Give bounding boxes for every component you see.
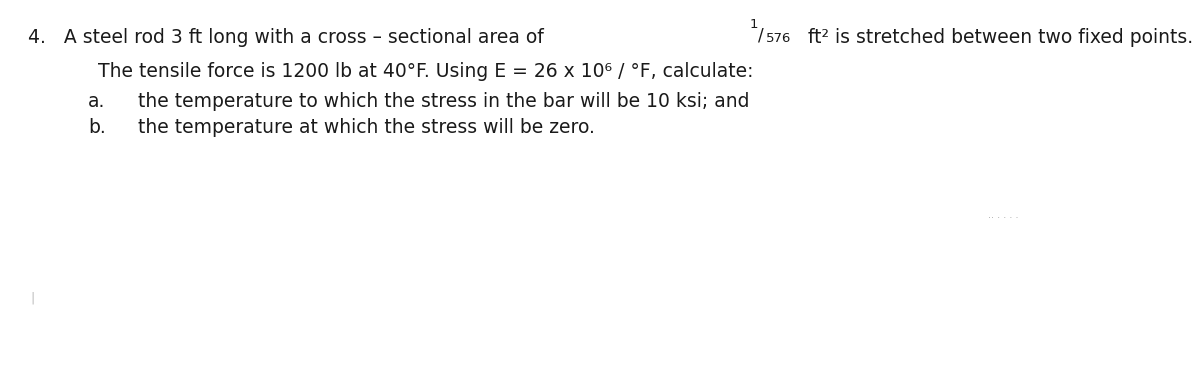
Text: b.: b. [88,118,106,137]
Text: .. . . . .: .. . . . . [988,210,1019,220]
Text: the temperature to which the stress in the bar will be 10 ksi; and: the temperature to which the stress in t… [138,92,750,111]
Text: 576: 576 [766,32,791,45]
Text: The tensile force is 1200 lb at 40°F. Using E = 26 x 10⁶ / °F, calculate:: The tensile force is 1200 lb at 40°F. Us… [68,62,754,81]
Text: a.: a. [88,92,106,111]
Text: |: | [30,292,35,305]
Text: 4.   A steel rod 3 ft long with a cross – sectional area of: 4. A steel rod 3 ft long with a cross – … [28,28,550,47]
Text: ft² is stretched between two fixed points.: ft² is stretched between two fixed point… [802,28,1193,47]
Text: the temperature at which the stress will be zero.: the temperature at which the stress will… [138,118,595,137]
Text: /: / [758,26,763,44]
Text: 1: 1 [750,18,758,31]
